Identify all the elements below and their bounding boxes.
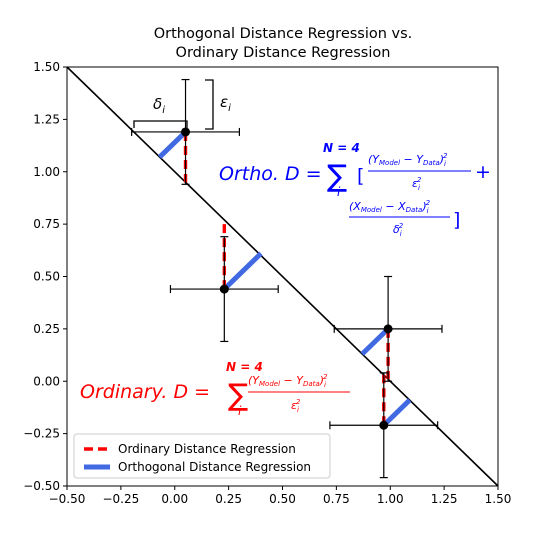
x-tick-label: 0.25 — [215, 492, 242, 506]
error-bracket-annotation: δi εi — [133, 79, 231, 130]
y-tick-label: 0.75 — [33, 217, 60, 231]
x-tick-label: 0.00 — [161, 492, 188, 506]
y-tick-label: −0.25 — [23, 427, 60, 441]
ordinary-sum-symbol: ∑ — [228, 378, 248, 413]
orthogonal-segment-2 — [222, 251, 263, 291]
x-tick-label: −0.50 — [49, 492, 86, 506]
orthogonal-distance-formula: Ortho. D = N = 4 ∑ i [ (YModel − YData)i… — [219, 141, 491, 238]
y-axis: −0.50 −0.25 0.00 0.25 0.50 0.75 1.00 1.25 1.50 — [23, 60, 67, 493]
ordinary-numerator: (YModel − YData)i2 — [248, 373, 328, 389]
delta-label: δi — [153, 95, 165, 116]
ortho-term1-denominator: εi2 — [412, 176, 422, 192]
x-axis: −0.50 −0.25 0.00 0.25 0.50 0.75 1.00 1.25 1.50 — [49, 486, 512, 506]
x-tick-label: 1.25 — [431, 492, 458, 506]
chart-title-line-2: Ordinary Distance Regression — [176, 45, 391, 61]
ortho-plus: + — [475, 161, 491, 183]
plot-area — [66, 66, 499, 487]
y-tick-label: 0.25 — [33, 322, 60, 336]
y-tick-label: 1.50 — [33, 60, 60, 74]
x-tick-label: 1.50 — [485, 492, 512, 506]
orthogonal-segment-1 — [157, 130, 188, 159]
data-point — [379, 420, 389, 430]
data-point — [181, 127, 191, 137]
ordinary-sum-bottom: i — [238, 404, 242, 418]
ortho-term2-numerator: (XModel − XData)i2 — [349, 199, 431, 215]
y-tick-label: 1.25 — [33, 112, 60, 126]
ortho-sum-bottom: i — [337, 185, 341, 199]
ordinary-denominator: εi2 — [291, 398, 301, 414]
x-tick-label: −0.25 — [102, 492, 139, 506]
chart-title: Orthogonal Distance Regression vs. Ordin… — [154, 26, 413, 61]
orthogonal-segment-3 — [360, 327, 390, 356]
orthogonal-segment-4 — [382, 398, 412, 428]
y-tick-label: −0.50 — [23, 479, 60, 493]
ortho-lhs: Ortho. D = — [219, 163, 322, 185]
data-point-group-1 — [131, 78, 240, 185]
ortho-close-bracket: ] — [453, 209, 460, 231]
epsilon-bracket — [205, 79, 214, 130]
legend-label-orthogonal: Orthogonal Distance Regression — [118, 460, 311, 474]
x-tick-label: 1.00 — [377, 492, 404, 506]
ordinary-sum-top: N = 4 — [226, 360, 263, 374]
y-tick-label: 1.00 — [33, 165, 60, 179]
legend-label-ordinary: Ordinary Distance Regression — [118, 442, 296, 456]
y-tick-label: 0.50 — [33, 270, 60, 284]
model-line — [66, 66, 499, 487]
legend: Ordinary Distance Regression Orthogonal D… — [73, 433, 331, 479]
chart-title-line-1: Orthogonal Distance Regression vs. — [154, 26, 413, 42]
data-point-group-2 — [169, 236, 279, 343]
ortho-sum-symbol: ∑ — [327, 159, 347, 194]
x-tick-label: 0.50 — [269, 492, 296, 506]
ortho-term1-numerator: (YModel − YData)i2 — [368, 152, 448, 168]
ordinary-lhs: Ordinary. D = — [80, 381, 210, 403]
ortho-open-bracket: [ — [357, 165, 364, 187]
legend-box — [73, 433, 331, 479]
x-tick-label: 0.75 — [323, 492, 350, 506]
delta-bracket — [133, 120, 188, 128]
y-tick-label: 0.00 — [33, 374, 60, 388]
epsilon-label: εi — [220, 93, 231, 114]
data-point — [219, 284, 229, 294]
ortho-sum-top: N = 4 — [323, 141, 360, 155]
ordinary-distance-formula: Ordinary. D = N = 4 ∑ i (YModel − YData)… — [80, 360, 350, 418]
data-point-group-4 — [329, 372, 439, 479]
data-point-group-3 — [333, 275, 443, 382]
ortho-term2-denominator: δi2 — [393, 222, 404, 238]
data-point — [383, 324, 393, 334]
